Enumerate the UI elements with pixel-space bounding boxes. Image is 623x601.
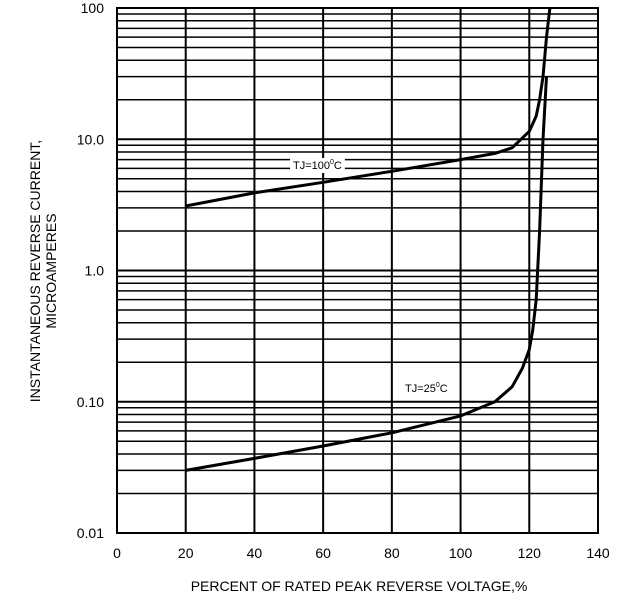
y-axis-title-line1: INSTANTANEOUS REVERSE CURRENT, — [27, 140, 43, 402]
y-axis-title: INSTANTANEOUS REVERSE CURRENT, MICROAMPE… — [27, 140, 59, 402]
x-tick-label: 140 — [586, 545, 610, 561]
x-tick-label: 60 — [315, 545, 331, 561]
x-tick-label: 0 — [113, 545, 121, 561]
x-axis-title: PERCENT OF RATED PEAK REVERSE VOLTAGE,% — [191, 578, 528, 594]
x-tick-label: 20 — [178, 545, 194, 561]
grid — [117, 8, 598, 533]
curve-label-background — [402, 381, 451, 396]
series-line-0 — [185, 7, 552, 208]
x-tick-label: 120 — [518, 545, 542, 561]
x-tick-label: 80 — [384, 545, 400, 561]
tick-labels: 0 20 40 60 80 100 120 140 0.01 0.10 1.0 10.0 100 — [77, 0, 610, 561]
y-axis-title-line2: MICROAMPERES — [43, 213, 59, 328]
series-label-25c: TJ=250C — [405, 382, 448, 395]
y-tick-label: 0.10 — [77, 394, 104, 410]
curves — [185, 7, 552, 472]
series-label-100c: TJ=1000C — [293, 159, 342, 172]
y-tick-label: 0.01 — [77, 525, 104, 541]
plot-area-frame — [116, 7, 599, 534]
curve-labels: TJ=1000C TJ=250C — [290, 158, 451, 396]
curve-label-background — [290, 158, 345, 173]
y-tick-label: 1.0 — [85, 263, 105, 279]
series-line-1 — [185, 76, 548, 472]
x-tick-label: 40 — [247, 545, 263, 561]
y-tick-label: 10.0 — [77, 131, 104, 147]
x-tick-label: 100 — [449, 545, 473, 561]
y-tick-label: 100 — [81, 0, 105, 16]
